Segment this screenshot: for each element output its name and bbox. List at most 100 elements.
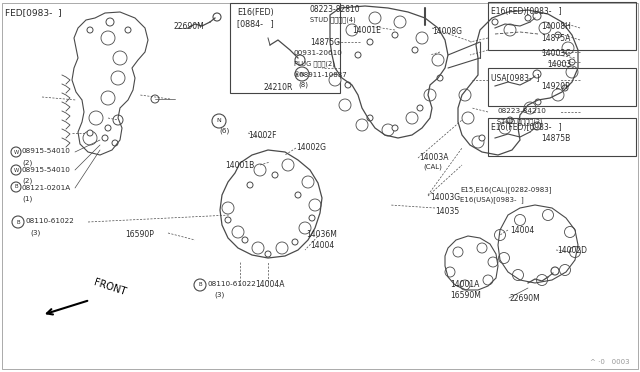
Text: USA[0983-  ]: USA[0983- ]: [491, 73, 540, 82]
Circle shape: [83, 131, 97, 145]
Circle shape: [151, 95, 159, 103]
Circle shape: [295, 67, 309, 81]
Text: 08915-54010: 08915-54010: [22, 167, 71, 173]
Circle shape: [212, 114, 226, 128]
Circle shape: [276, 242, 288, 254]
Text: 14003A: 14003A: [419, 153, 449, 162]
Circle shape: [412, 47, 418, 53]
Text: N: N: [300, 71, 305, 77]
Text: 08110-61022: 08110-61022: [208, 281, 257, 287]
Circle shape: [536, 275, 547, 285]
Text: B: B: [16, 219, 20, 224]
Circle shape: [562, 85, 568, 91]
Circle shape: [515, 215, 525, 225]
Circle shape: [492, 19, 498, 25]
Circle shape: [392, 125, 398, 131]
Text: 22690M: 22690M: [173, 22, 204, 31]
Text: FED[0983-  ]: FED[0983- ]: [5, 8, 61, 17]
Text: STUD スタッド(2): STUD スタッド(2): [497, 118, 543, 125]
Circle shape: [539, 22, 551, 34]
Circle shape: [265, 251, 271, 257]
Circle shape: [392, 32, 398, 38]
Circle shape: [432, 54, 444, 66]
Circle shape: [112, 140, 118, 146]
Text: 14875B: 14875B: [541, 134, 570, 143]
Circle shape: [543, 209, 554, 221]
Text: 16590P: 16590P: [125, 230, 154, 239]
Text: W: W: [13, 150, 19, 154]
Circle shape: [499, 253, 509, 263]
Text: 14001B: 14001B: [225, 161, 254, 170]
Circle shape: [272, 172, 278, 178]
Text: (1): (1): [22, 196, 32, 202]
Text: (8): (8): [298, 82, 308, 89]
Text: (6): (6): [219, 128, 229, 135]
Circle shape: [569, 59, 575, 65]
Text: 14001E: 14001E: [352, 26, 381, 35]
Circle shape: [89, 111, 103, 125]
Circle shape: [488, 257, 498, 267]
Circle shape: [507, 117, 513, 123]
Text: 14875A: 14875A: [541, 34, 570, 43]
Circle shape: [87, 130, 93, 136]
Text: N: N: [216, 119, 221, 124]
Text: 08223-84210: 08223-84210: [497, 108, 546, 114]
Text: 00931-20610: 00931-20610: [294, 50, 343, 56]
Circle shape: [232, 226, 244, 238]
Circle shape: [254, 164, 266, 176]
Circle shape: [417, 105, 423, 111]
Circle shape: [460, 280, 470, 290]
Circle shape: [453, 247, 463, 257]
Circle shape: [551, 267, 559, 275]
Text: (2): (2): [22, 159, 32, 166]
Circle shape: [87, 27, 93, 33]
Circle shape: [309, 215, 315, 221]
Circle shape: [533, 70, 541, 78]
Circle shape: [292, 239, 298, 245]
Circle shape: [483, 275, 493, 285]
Circle shape: [101, 91, 115, 105]
Circle shape: [105, 125, 111, 131]
Text: 14004: 14004: [510, 226, 534, 235]
Circle shape: [355, 52, 361, 58]
Circle shape: [299, 222, 311, 234]
Bar: [488, 2, 636, 50]
Bar: [230, 3, 340, 93]
Circle shape: [555, 32, 561, 38]
Circle shape: [495, 230, 506, 241]
Text: 14003G: 14003G: [430, 193, 460, 202]
Circle shape: [369, 12, 381, 24]
Text: 14002G: 14002G: [296, 143, 326, 152]
Circle shape: [11, 147, 21, 157]
Circle shape: [535, 99, 541, 105]
Circle shape: [252, 242, 264, 254]
Text: 22690M: 22690M: [510, 294, 541, 303]
Circle shape: [424, 89, 436, 101]
Text: 14003: 14003: [547, 60, 572, 69]
Text: [0884-   ]: [0884- ]: [237, 19, 274, 28]
Circle shape: [295, 192, 301, 198]
Circle shape: [445, 267, 455, 277]
Circle shape: [533, 12, 541, 20]
Circle shape: [479, 135, 485, 141]
Text: (2): (2): [22, 178, 32, 185]
Circle shape: [394, 16, 406, 28]
Circle shape: [102, 135, 108, 141]
Circle shape: [125, 27, 131, 33]
Text: 14035: 14035: [435, 207, 460, 216]
Circle shape: [566, 66, 578, 78]
Text: FRONT: FRONT: [92, 277, 127, 297]
Text: 14004A: 14004A: [255, 280, 285, 289]
Circle shape: [225, 217, 231, 223]
Text: 08223-82810: 08223-82810: [310, 5, 360, 14]
Circle shape: [346, 24, 358, 36]
Text: 14003C: 14003C: [541, 49, 570, 58]
Circle shape: [295, 55, 305, 65]
Text: W: W: [13, 167, 19, 173]
Circle shape: [113, 51, 127, 65]
Text: B: B: [198, 282, 202, 288]
Circle shape: [329, 74, 341, 86]
Circle shape: [11, 165, 21, 175]
Circle shape: [339, 99, 351, 111]
Circle shape: [462, 112, 474, 124]
